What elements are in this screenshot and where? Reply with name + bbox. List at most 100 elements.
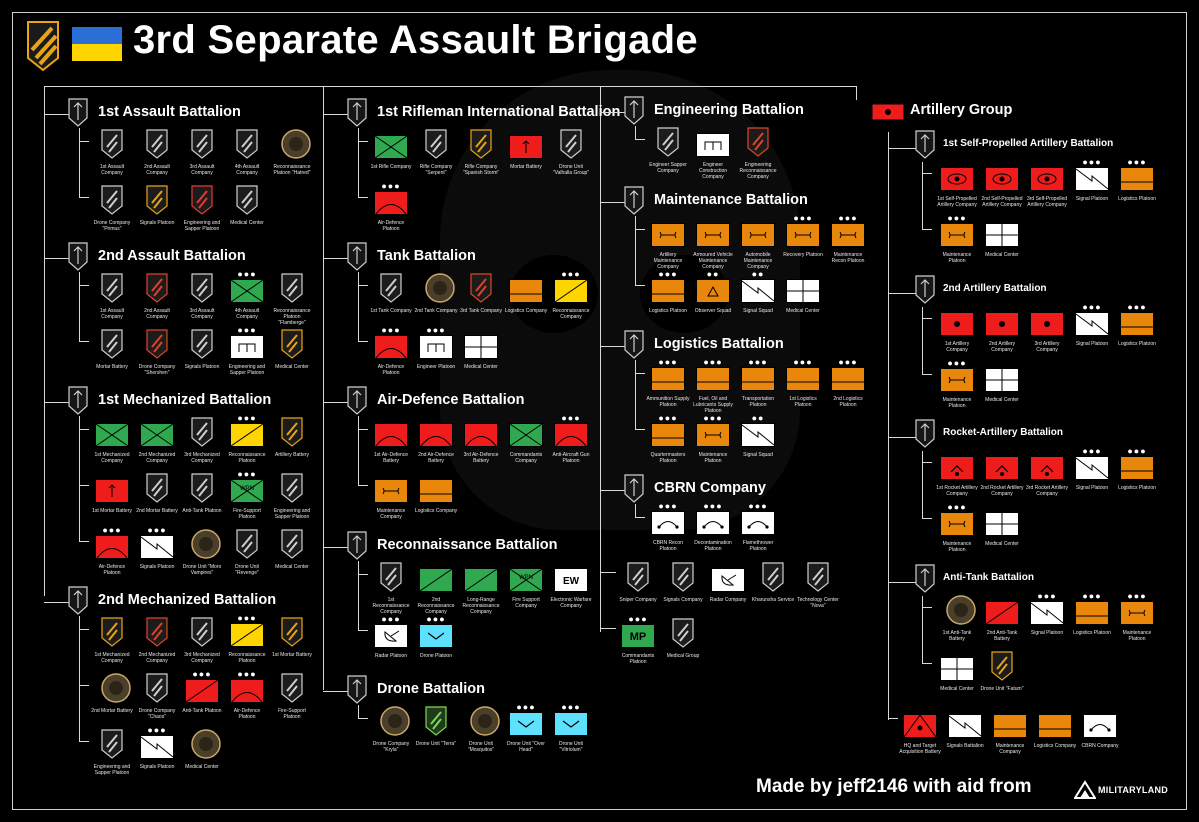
orange-maint-icon <box>831 223 865 247</box>
insignia-icon <box>146 473 168 503</box>
trunk-col2 <box>323 86 324 690</box>
white-cross-icon <box>985 512 1019 536</box>
insignia-round-icon <box>191 729 221 759</box>
unit-label: Logistics Platoon <box>1118 485 1156 491</box>
insignia-icon <box>425 129 447 159</box>
echelon-dots <box>781 271 825 277</box>
unit-drone-company-chaos: Drone Company "Chaos" <box>135 671 179 720</box>
row-line <box>79 285 89 286</box>
echelon-dots: ●●● <box>237 469 257 479</box>
red-dome-icon <box>464 423 498 447</box>
white-cbrn-icon <box>741 511 775 535</box>
row-line <box>358 141 368 142</box>
unit-4th-assault-company: ●●● 4th Assault Company <box>225 270 269 320</box>
battalion-title: Tank Battalion <box>377 248 476 264</box>
unit-1st-mechanized-company: 1st Mechanized Company <box>90 615 134 664</box>
unit-anti-tank-platoon: ●●● Anti-Tank Platoon <box>180 670 224 715</box>
unit-label: Commandants Company <box>509 452 543 464</box>
echelon-dots: ●●● <box>516 702 536 712</box>
battalion-insignia-icon <box>915 419 935 454</box>
unit-label: CBRN Company <box>1081 743 1119 749</box>
unit-drone-company-primus: Drone Company "Primus" <box>90 183 134 232</box>
echelon-dots <box>935 159 979 165</box>
insignia-round-icon <box>101 673 131 703</box>
unit-label: 3rd Assault Company <box>189 308 215 320</box>
white-eng-icon <box>696 133 730 157</box>
echelon-dots: ●●● <box>703 357 723 367</box>
unit-1st-rifle-company: 1st Rifle Company <box>369 127 413 170</box>
orange-bar-icon <box>1038 714 1072 738</box>
insignia-yellow-icon <box>146 185 168 215</box>
unit-label: Technology Center "Nova" <box>797 597 839 609</box>
trunk-left <box>44 86 45 596</box>
red-dome-icon <box>554 423 588 447</box>
unit-mortar-battery: Mortar Battery <box>504 127 548 170</box>
echelon-dots <box>459 560 503 566</box>
row-line <box>358 429 368 430</box>
echelon-dots: ●●● <box>748 357 768 367</box>
unit-1st-assault-company: 1st Assault Company <box>90 271 134 320</box>
unit-engineer-sapper-company: Engineer Sapper Company <box>646 125 690 174</box>
echelon-dots: ●●● <box>658 413 678 423</box>
unit-label: Reconnaissance Platoon "Flamberge" <box>273 308 311 326</box>
unit-label: Logistics Company <box>1033 743 1077 749</box>
echelon-dots <box>935 304 979 310</box>
unit-label: 2nd Mechanized Company <box>138 452 176 464</box>
unit-rifle-company-serpent: Rifle Company "Serpent" <box>414 127 458 176</box>
insignia-round-icon <box>380 706 410 736</box>
unit-1st-mortar-battery: 1st Mortar Battery <box>270 615 314 658</box>
unit-drone-unit-terra: Drone Unit "Terra" <box>414 704 458 747</box>
unit-drone-unit-vitriolum: ●●● Drone Unit "Vitriolum" <box>549 703 593 753</box>
unit-reconnaissance-platoon: ●●● Reconnaissance Platoon <box>225 614 269 665</box>
insignia-icon <box>101 729 123 759</box>
unit-drone-unit-mosquitos: Drone Unit "Mosquitos" <box>459 704 503 753</box>
branch-line <box>600 112 626 113</box>
echelon-dots: ●●● <box>1082 157 1102 167</box>
red-rocket-icon <box>985 456 1019 480</box>
unit-engineer-platoon: ●●● Engineer Platoon <box>414 326 458 371</box>
unit-label: Medical Center <box>275 564 309 570</box>
insignia-icon <box>672 618 694 648</box>
skull-watermark <box>440 70 800 530</box>
echelon-dots: ●●● <box>838 357 858 367</box>
unit-ammunition-supply-platoon: ●●● Ammunition Supply Platoon <box>646 358 690 409</box>
echelon-dots <box>1078 706 1122 712</box>
battalion-insignia-icon <box>915 130 935 165</box>
unit-label: 3rd Self-Propelled Artillery Company <box>1026 196 1068 208</box>
unit-transportation-platoon: ●●● Transportation Platoon <box>736 357 780 408</box>
unit-electronic-warfare-company: EW Electronic Warfare Company <box>549 560 593 609</box>
unit-label: Engineer Platoon <box>416 364 456 370</box>
insignia-red-icon <box>146 617 168 647</box>
white-cross-icon <box>940 657 974 681</box>
unit-label: Observer Squad <box>694 308 732 314</box>
svg-text:WPN: WPN <box>519 575 533 581</box>
orange-maint-icon <box>651 223 685 247</box>
row-line <box>358 197 368 198</box>
group-line <box>922 451 923 518</box>
white-ew-icon: EW <box>554 568 588 592</box>
row-line <box>358 341 368 342</box>
unit-maintenance-platoon: ●●● Maintenance Platoon <box>935 503 979 553</box>
unit-label: Maintenance Platoon <box>942 397 972 409</box>
unit-label: Reconnaissance Platoon <box>228 452 266 464</box>
unit-label: Medical Center <box>185 764 219 770</box>
unit-artillery-maintenance-company: Artillery Maintenance Company <box>646 215 690 270</box>
echelon-dots <box>943 706 987 712</box>
group-line <box>79 616 80 741</box>
echelon-dots <box>369 471 413 477</box>
unit-3rd-artillery-company: 3rd Artillery Company <box>1025 304 1069 353</box>
unit-medical-center: Medical Center <box>459 327 503 370</box>
unit-label: Artillery Maintenance Company <box>653 252 683 270</box>
echelon-dots <box>980 360 1024 366</box>
green-wpn-icon: WPN <box>509 568 543 592</box>
echelon-dots <box>980 304 1024 310</box>
unit-label: Drone Platoon <box>420 653 452 659</box>
echelon-dots: ●● <box>751 269 765 279</box>
battalion-insignia-icon <box>347 675 367 710</box>
group-line <box>358 128 359 197</box>
unit-drone-unit-fatum: Drone Unit "Fatum" <box>980 649 1024 692</box>
unit-medical-center: Medical Center <box>980 215 1024 258</box>
unit-mortar-battery: Mortar Battery <box>90 327 134 370</box>
white-cross-icon <box>464 335 498 359</box>
